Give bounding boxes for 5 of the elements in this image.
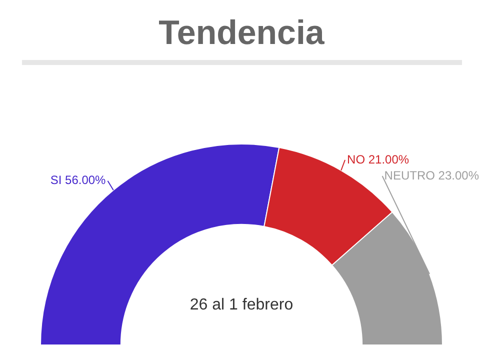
slice-label: NO 21.00% <box>347 152 410 166</box>
chart-title: Tendencia <box>158 14 326 53</box>
slice-label: SI 56.00% <box>50 173 106 188</box>
text: 26 al 1 febrero <box>190 296 294 314</box>
slice-label: NEUTRO 23.00% <box>384 168 480 182</box>
